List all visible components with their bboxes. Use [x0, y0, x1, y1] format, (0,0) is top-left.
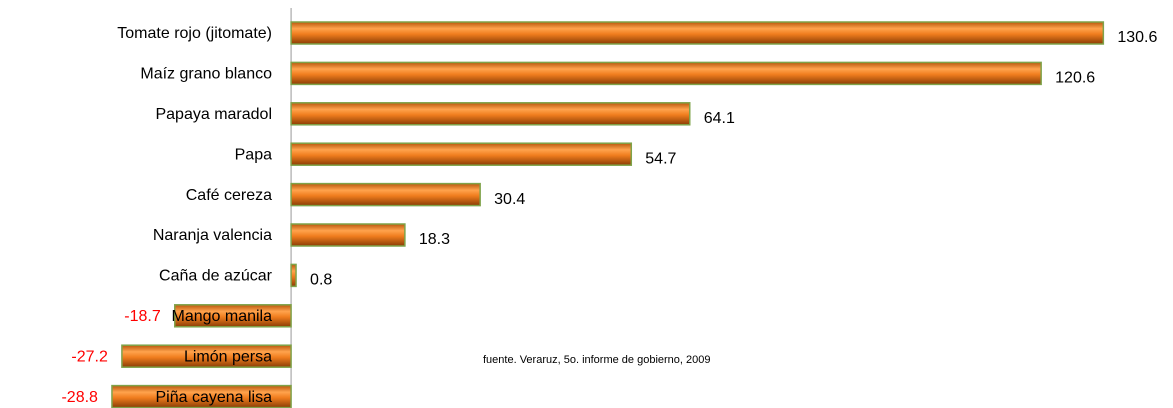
source-note: fuente. Veraruz, 5o. informe de gobierno… [483, 354, 711, 366]
value-label: 18.3 [419, 231, 450, 248]
category-label: Maíz grano blanco [140, 66, 272, 83]
bar [290, 263, 297, 288]
category-label: Tomate rojo (jitomate) [117, 25, 272, 42]
category-label: Café cereza [186, 187, 272, 204]
value-label: 0.8 [310, 272, 332, 289]
bar [121, 344, 292, 368]
bar [290, 223, 406, 247]
bar [290, 102, 691, 126]
category-label: Papa [235, 146, 272, 163]
value-label: -18.7 [124, 308, 161, 325]
value-label: 120.6 [1055, 70, 1095, 87]
category-label: Caña de azúcar [159, 268, 273, 285]
bar [290, 61, 1042, 86]
value-label: -27.2 [71, 348, 108, 365]
value-label: 54.7 [645, 150, 676, 167]
bar [290, 142, 633, 166]
value-label: 130.6 [1117, 29, 1157, 46]
bar [290, 182, 481, 207]
category-label: Mango manila [172, 308, 273, 325]
bar [290, 21, 1105, 45]
bar [174, 304, 292, 328]
category-label: Papaya maradol [155, 106, 272, 123]
category-label: Limón persa [184, 348, 272, 365]
value-label: 64.1 [704, 110, 735, 127]
value-label: 30.4 [494, 191, 525, 208]
value-label: -28.8 [61, 389, 98, 406]
category-label: Naranja valencia [153, 227, 272, 244]
category-label: Piña cayena lisa [155, 389, 272, 406]
